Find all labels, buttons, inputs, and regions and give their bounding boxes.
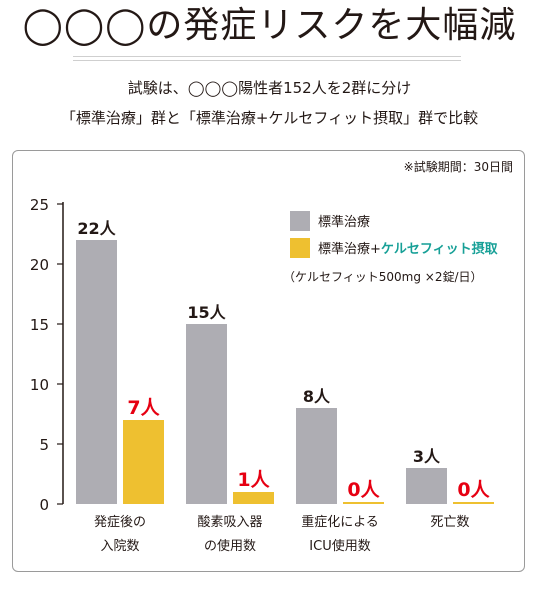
bar-value-label: 15人: [187, 303, 226, 322]
bar-value-label: 22人: [77, 219, 116, 238]
title-underline: [73, 56, 461, 57]
y-tick-label: 0: [39, 496, 49, 514]
study-period-note: ※試験期間：30日間: [403, 160, 513, 174]
bar-standard: [186, 324, 227, 504]
subtitle-line-1: 試験は、◯◯◯陽性者152人を2群に分け: [127, 79, 412, 97]
bar-quercefit: [233, 492, 274, 504]
bar-value-label: 7人: [127, 397, 160, 419]
legend-label-standard: 標準治療: [318, 214, 370, 230]
y-tick-label: 20: [30, 256, 49, 274]
bar-standard: [76, 240, 117, 504]
bar-quercefit: [453, 502, 494, 504]
legend-swatch-standard: [290, 211, 310, 231]
legend-swatch-quercefit: [290, 238, 310, 258]
bar-quercefit: [343, 502, 384, 504]
x-category-label: 重症化による: [301, 514, 379, 530]
legend-label-quercefit: 標準治療+ケルセフィット摂取: [318, 241, 499, 257]
x-category-label: ICU使用数: [309, 538, 370, 554]
bar-value-label: 8人: [303, 387, 331, 406]
y-tick-label: 5: [39, 436, 49, 454]
bar-quercefit: [123, 420, 164, 504]
y-tick-label: 10: [30, 376, 49, 394]
x-category-label: 死亡数: [430, 515, 469, 530]
page-title: ◯◯◯の発症リスクを大幅減: [22, 5, 517, 46]
bar-value-label: 0人: [347, 479, 380, 501]
x-category-label: の使用数: [204, 538, 256, 554]
bar-value-label: 0人: [457, 479, 490, 501]
y-tick-label: 25: [30, 196, 49, 214]
bar-value-label: 3人: [413, 447, 441, 466]
x-category-label: 発症後の: [94, 515, 146, 530]
y-tick-label: 15: [30, 316, 49, 334]
x-category-label: 入院数: [100, 539, 139, 554]
bar-standard: [406, 468, 447, 504]
legend-dose-note: （ケルセフィット500mg ×2錠/日）: [283, 269, 483, 284]
subtitle-line-2: 「標準治療」群と「標準治療+ケルセフィット摂取」群で比較: [60, 109, 479, 127]
x-category-label: 酸素吸入器: [197, 515, 262, 530]
title-underline-2: [73, 60, 461, 61]
bar-value-label: 1人: [237, 469, 270, 491]
bar-standard: [296, 408, 337, 504]
